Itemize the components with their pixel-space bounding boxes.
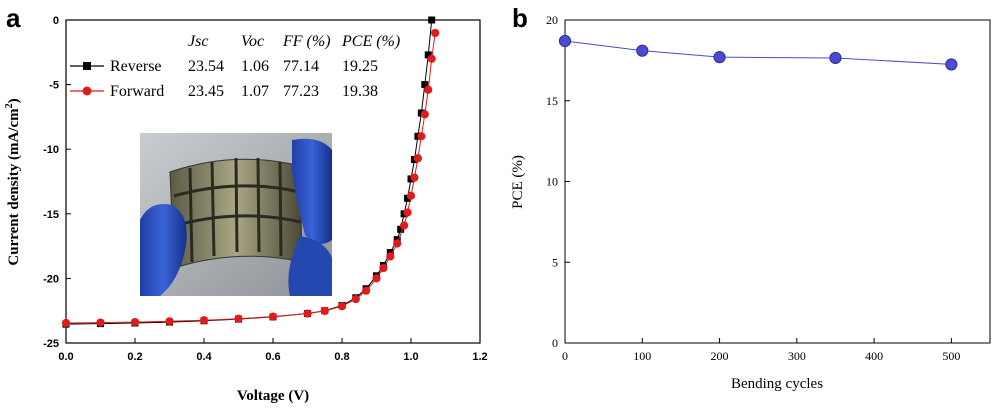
data-point-forward [337,302,347,311]
data-point-forward [431,28,440,38]
chart-a-x-axis-label: Voltage (V) [237,388,309,404]
data-point-forward [165,317,174,326]
series-line-0 [564,40,952,65]
data-point-pce [636,44,649,57]
data-point-forward [386,252,395,261]
data-point-reverse [424,51,432,59]
data-point-forward [130,317,140,327]
table-cell-forward-pce: 19.38 [342,83,378,100]
data-point-reverse [421,81,429,89]
data-point-pce [829,51,842,65]
parameter-table: Jsc Voc FF (%) PCE (%) Reverse 23.54 1.0… [70,33,400,100]
table-cell-reverse-pce: 19.25 [342,58,378,75]
y-tick-label: -20 [43,273,59,285]
data-point-forward [424,85,433,94]
x-tick-label: 1.2 [472,351,487,363]
chart-a-y-axis-label: Current density (mA/cm2) [4,98,22,265]
table-header-jsc: Jsc [188,33,208,50]
x-tick-label: 100 [633,349,651,363]
table-cell-forward-ff: 77.23 [283,83,319,100]
x-tick-label: 0.6 [265,351,280,363]
inset-photo-flexible-solar-cell [140,133,332,296]
x-tick-label: 300 [788,349,806,363]
legend-marker-reverse [83,62,91,70]
y-tick-label: -15 [43,209,59,221]
table-header-ff: FF (%) [282,33,331,50]
data-point-forward [303,309,312,318]
chart-b-series [558,34,958,71]
data-point-pce [713,51,726,64]
panel-label-b: b [512,3,528,33]
legend-label-reverse: Reverse [110,58,162,75]
data-point-forward [400,221,409,230]
x-tick-label: 200 [711,349,729,363]
x-tick-label: 0.2 [127,351,142,363]
y-tick-label: 0 [53,15,59,27]
chart-b-bending-stability: 0 100 200 300 400 500 0 5 10 15 20 Bending cycles… [510,13,991,392]
data-point-forward [372,274,381,283]
table-cell-reverse-jsc: 23.54 [188,58,224,75]
y-tick-label: -25 [43,338,59,350]
x-tick-label: 400 [865,349,883,363]
data-point-forward [413,154,422,163]
data-point-forward [417,132,426,141]
y-tick-label: 20 [546,13,558,27]
table-cell-reverse-ff: 77.14 [283,58,319,75]
data-point-forward [199,316,209,325]
data-point-reverse [428,16,436,24]
data-point-forward [420,110,429,119]
x-tick-label: 0.8 [334,351,349,363]
data-point-pce [945,58,958,71]
y-tick-label: 0 [552,336,558,350]
chart-a-jv-curves: 0.0 0.2 0.4 0.6 0.8 1.0 1.2 0 -5 -10 -15 -20 -25 [4,15,488,404]
y-tick-label: 10 [546,175,558,189]
panel-label-a: a [6,3,21,33]
table-header-pce: PCE (%) [341,33,400,50]
legend-label-forward: Forward [110,83,164,100]
table-cell-forward-voc: 1.07 [241,83,269,100]
chart-b-y-axis-label: PCE (%) [510,155,526,209]
table-cell-forward-jsc: 23.45 [188,83,224,100]
y-tick-label: 5 [552,255,558,269]
chart-b-y-axis: 0 5 10 15 20 [546,13,570,350]
y-tick-label: -5 [49,80,59,92]
data-point-forward [379,263,388,273]
data-point-forward [362,286,371,295]
data-point-forward [406,191,416,200]
data-point-forward [410,173,419,182]
data-point-reverse [397,225,405,233]
chart-b-x-axis: 0 100 200 300 400 500 [562,338,960,363]
y-tick-label: -10 [43,144,59,156]
data-point-forward [427,54,436,63]
data-point-forward [234,314,243,323]
data-point-forward [96,318,105,327]
x-tick-label: 0.0 [58,351,73,363]
data-point-forward [393,239,402,248]
chart-b-x-axis-label: Bending cycles [731,376,823,392]
table-cell-reverse-voc: 1.06 [241,58,269,75]
data-point-forward [268,312,278,321]
legend-marker-forward [82,86,92,96]
data-point-forward [403,208,412,217]
x-tick-label: 1.0 [403,351,418,363]
data-point-forward [61,318,71,328]
data-point-reverse [404,194,412,202]
y-tick-label: 15 [546,94,558,108]
data-point-pce [558,34,572,48]
data-point-forward [320,306,329,316]
chart-a-x-axis: 0.0 0.2 0.4 0.6 0.8 1.0 1.2 [58,338,488,363]
chart-a-y-axis: 0 -5 -10 -15 -20 -25 [43,15,71,350]
table-header-voc: Voc [241,33,264,50]
x-tick-label: 0.4 [196,351,212,363]
data-point-forward [351,294,360,304]
chart-a-series [61,16,440,328]
x-tick-label: 500 [942,349,960,363]
chart-b-plot-frame [564,19,991,344]
x-tick-label: 0 [562,349,568,363]
